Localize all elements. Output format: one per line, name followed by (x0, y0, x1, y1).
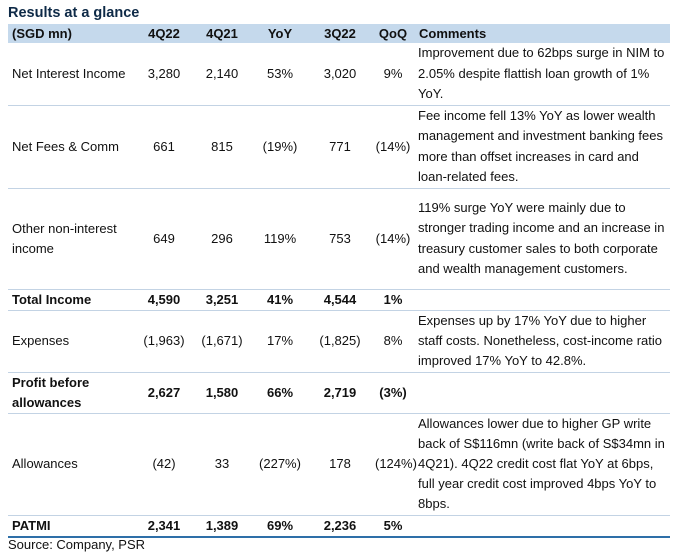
cell-comment (415, 289, 670, 311)
cell-4q22: 649 (135, 188, 193, 290)
row-label: Allowances (8, 413, 135, 516)
table-row: Other non-interest income 649 296 119% 7… (8, 188, 670, 290)
table-row: PATMI 2,341 1,389 69% 2,236 5% (8, 515, 670, 538)
table-row: Allowances (42) 33 (227%) 178 (124%) All… (8, 413, 670, 516)
cell-qoq: 1% (371, 289, 415, 311)
row-label: Expenses (8, 310, 135, 373)
header-4q22: 4Q22 (135, 24, 193, 43)
row-label: Profit before allowances (8, 372, 135, 414)
cell-4q22: 2,627 (135, 372, 193, 414)
header-unit: (SGD mn) (8, 24, 135, 43)
table-row: Total Income 4,590 3,251 41% 4,544 1% (8, 289, 670, 311)
cell-yoy: 66% (251, 372, 309, 414)
cell-yoy: 119% (251, 188, 309, 290)
cell-3q22: 178 (309, 413, 371, 516)
cell-comment: Allowances lower due to higher GP write … (415, 413, 670, 516)
cell-3q22: 2,236 (309, 515, 371, 538)
table-row: Net Interest Income 3,280 2,140 53% 3,02… (8, 43, 670, 106)
row-label: PATMI (8, 515, 135, 538)
cell-qoq: 5% (371, 515, 415, 538)
cell-4q21: (1,671) (193, 310, 251, 373)
row-label: Other non-interest income (8, 188, 135, 290)
cell-4q21: 1,580 (193, 372, 251, 414)
row-label: Total Income (8, 289, 135, 311)
cell-qoq: (3%) (371, 372, 415, 414)
cell-3q22: 2,719 (309, 372, 371, 414)
cell-3q22: 771 (309, 105, 371, 189)
cell-comment: Expenses up by 17% YoY due to higher sta… (415, 310, 670, 373)
cell-yoy: 53% (251, 43, 309, 106)
cell-4q22: (1,963) (135, 310, 193, 373)
table-row: Profit before allowances 2,627 1,580 66%… (8, 372, 670, 414)
cell-comment: 119% surge YoY were mainly due to strong… (415, 188, 670, 290)
row-label: Net Fees & Comm (8, 105, 135, 189)
source-note: Source: Company, PSR (8, 537, 146, 552)
cell-4q21: 2,140 (193, 43, 251, 106)
cell-yoy: 41% (251, 289, 309, 311)
cell-4q21: 33 (193, 413, 251, 516)
cell-4q21: 815 (193, 105, 251, 189)
cell-yoy: 69% (251, 515, 309, 538)
cell-4q22: 661 (135, 105, 193, 189)
cell-qoq: 8% (371, 310, 415, 373)
results-table: (SGD mn) 4Q22 4Q21 YoY 3Q22 QoQ Comments… (8, 24, 670, 538)
header-comments: Comments (415, 24, 670, 43)
table-row: Net Fees & Comm 661 815 (19%) 771 (14%) … (8, 105, 670, 189)
cell-qoq: (124%) (371, 413, 417, 516)
cell-4q22: 4,590 (135, 289, 193, 311)
cell-yoy: (227%) (251, 413, 309, 516)
header-4q21: 4Q21 (193, 24, 251, 43)
header-3q22: 3Q22 (309, 24, 371, 43)
header-row: (SGD mn) 4Q22 4Q21 YoY 3Q22 QoQ Comments (8, 24, 670, 43)
cell-4q22: 2,341 (135, 515, 193, 538)
header-qoq: QoQ (371, 24, 415, 43)
row-label: Net Interest Income (8, 43, 135, 106)
cell-yoy: 17% (251, 310, 309, 373)
header-yoy: YoY (251, 24, 309, 43)
cell-4q21: 296 (193, 188, 251, 290)
table-title: Results at a glance (8, 5, 140, 21)
cell-qoq: (14%) (371, 188, 415, 290)
cell-comment: Fee income fell 13% YoY as lower wealth … (415, 105, 670, 189)
cell-3q22: 3,020 (309, 43, 371, 106)
cell-yoy: (19%) (251, 105, 309, 189)
cell-4q21: 1,389 (193, 515, 251, 538)
cell-comment: Improvement due to 62bps surge in NIM to… (415, 43, 670, 106)
cell-qoq: 9% (371, 43, 415, 106)
cell-3q22: 753 (309, 188, 371, 290)
table-row: Expenses (1,963) (1,671) 17% (1,825) 8% … (8, 310, 670, 373)
cell-qoq: (14%) (371, 105, 415, 189)
cell-4q21: 3,251 (193, 289, 251, 311)
cell-3q22: (1,825) (309, 310, 371, 373)
cell-comment (415, 515, 670, 538)
cell-4q22: 3,280 (135, 43, 193, 106)
cell-3q22: 4,544 (309, 289, 371, 311)
cell-4q22: (42) (135, 413, 193, 516)
cell-comment (415, 372, 670, 414)
